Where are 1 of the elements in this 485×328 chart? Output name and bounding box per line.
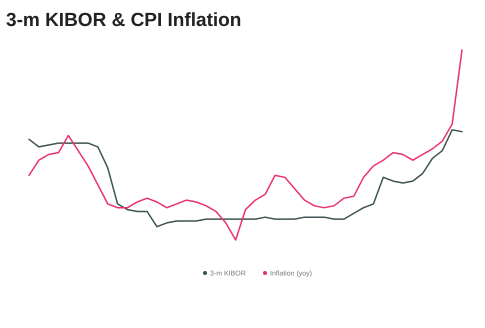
- chart-title: 3-m KIBOR & CPI Inflation: [6, 10, 242, 31]
